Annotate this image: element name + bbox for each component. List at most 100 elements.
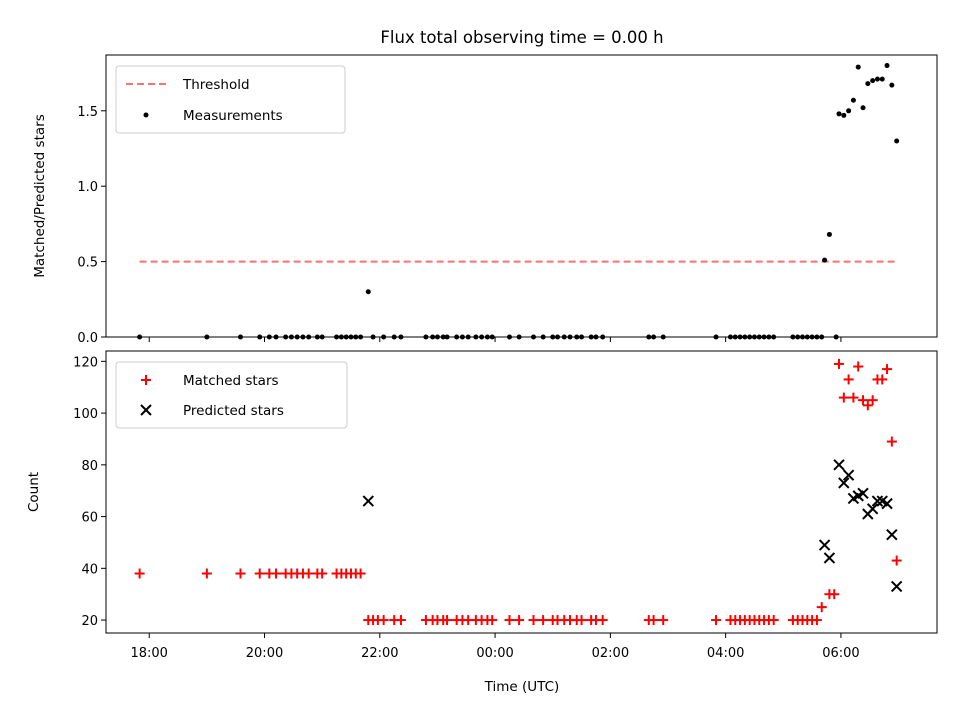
legend-matched-marker [141,375,151,385]
x-tick-label: 06:00 [822,646,859,661]
measurement-point [756,334,762,340]
measurement-point [795,334,801,340]
measurement-point [804,334,810,340]
matched-star-point [378,615,389,626]
matched-star-point [891,555,902,566]
measurement-point [343,334,349,340]
matched-star-point [271,568,282,579]
measurement-point [646,334,652,340]
y-tick-label: 20 [81,614,98,629]
measurement-point [889,82,895,88]
measurement-point [660,334,666,340]
matched-star-point [816,602,827,613]
bottom-x-ticks: 18:00 20:00 22:00 00:00 02:00 04:00 06:00 [130,633,860,661]
measurement-point [540,334,546,340]
measurement-point [479,334,485,340]
measurement-point [459,334,465,340]
matched-star-point [442,615,453,626]
predicted-star-point [866,503,879,515]
matched-star-point [576,615,587,626]
y-tick-label: 1.0 [77,180,98,195]
measurement-point [850,97,856,103]
measurement-point [809,334,815,340]
measurement-point [338,334,344,340]
measurement-point [370,334,376,340]
matched-star-point [514,615,525,626]
measurement-point [506,334,512,340]
measurement-point [819,334,825,340]
measurement-point [879,76,885,82]
matched-star-point [886,436,897,447]
matched-star-point [711,615,722,626]
measurement-point [822,257,828,263]
measurement-point [588,334,594,340]
measurement-point [732,334,738,340]
matched-star-point [867,395,878,406]
predicted-star-point [823,552,836,564]
measurement-point [465,334,471,340]
bottom-legend: Matched stars Predicted stars [115,361,348,429]
x-axis-label: Time (UTC) [484,679,560,695]
matched-star-point [838,392,849,403]
bottom-panel: Count Time (UTC) 20 40 60 80 100 120 18:00 20:… [26,350,938,695]
measurement-point [273,334,279,340]
legend-predicted-label: Predicted stars [183,403,284,419]
measurement-point [574,334,580,340]
predicted-star-point [886,528,898,541]
measurement-point [353,334,359,340]
measurement-point [283,334,289,340]
legend-measurements-marker [143,112,149,118]
chart-title: Flux total observing time = 0.00 h [380,28,663,47]
y-tick-label: 40 [81,562,98,577]
measurement-point [484,334,490,340]
top-panel: Matched/Predicted stars 0.0 0.5 1.0 1.5 Thr… [32,54,938,346]
top-legend: Threshold Measurements [115,65,346,134]
bottom-y-ticks: 20 40 60 80 100 120 [73,355,106,629]
matched-star-point [134,568,145,579]
measurement-point [334,334,340,340]
measurement-point [737,334,743,340]
matched-star-point [254,568,265,579]
measurement-point [846,108,852,114]
measurement-point [865,81,871,87]
measurement-point [790,334,796,340]
x-tick-label: 02:00 [592,646,629,661]
y-tick-label: 0.5 [77,256,98,271]
measurement-point [855,64,861,70]
measurement-point [800,334,806,340]
matched-star-point [829,589,840,600]
matched-star-point [882,364,893,375]
measurement-point [454,334,460,340]
measurement-point [555,334,561,340]
matched-star-point [862,400,873,411]
x-tick-label: 18:00 [130,646,167,661]
measurement-point [561,334,567,340]
measurement-point [294,334,300,340]
y-tick-label: 0.0 [77,331,98,346]
matched-star-point [317,568,328,579]
measurement-point [444,334,450,340]
measurement-point [473,334,479,340]
measurement-point [747,334,753,340]
y-tick-label: 1.5 [77,105,98,120]
measurement-point [826,231,832,237]
measurement-point [841,112,847,118]
predicted-star-point [140,404,152,416]
measurement-point [870,78,876,84]
measurement-point [814,334,820,340]
matched-star-point [853,361,864,372]
matched-star-point [658,615,669,626]
measurements-points [137,63,900,340]
measurement-point [204,334,210,340]
measurement-point [751,334,757,340]
predicted-stars-points [362,459,903,593]
top-x-ticks [148,337,842,342]
x-tick-label: 22:00 [361,646,398,661]
predicted-star-point [818,539,831,551]
measurement-point [593,334,599,340]
matched-star-point [768,615,779,626]
y-tick-label: 60 [81,511,98,526]
measurement-point [860,105,866,111]
top-legend-box [115,65,346,134]
